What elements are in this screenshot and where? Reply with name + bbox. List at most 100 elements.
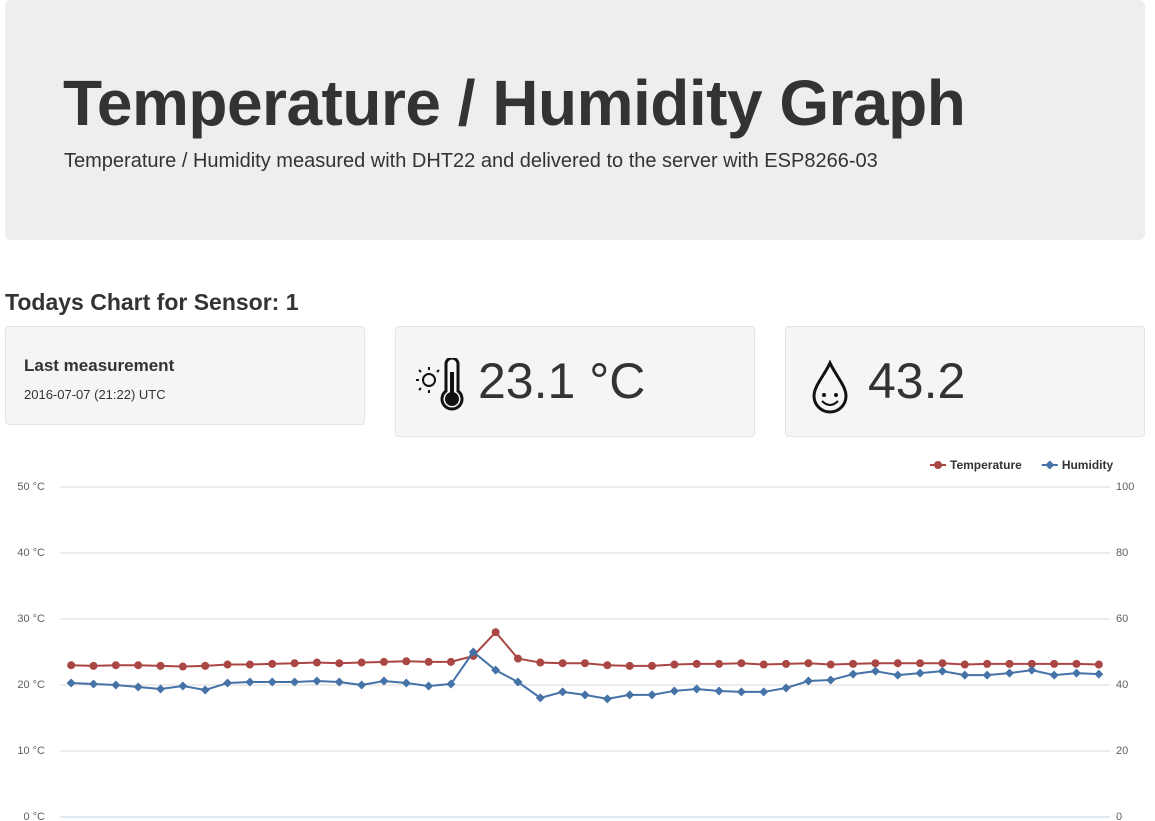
- last-measurement-well: [5, 326, 365, 425]
- data-point: [401, 678, 411, 688]
- data-point: [133, 682, 143, 692]
- data-point: [692, 684, 702, 694]
- data-point: [647, 690, 657, 700]
- humidity-icon: [812, 360, 848, 414]
- data-point: [424, 657, 433, 666]
- data-point: [357, 680, 367, 690]
- data-point: [915, 668, 925, 678]
- data-point: [312, 676, 322, 686]
- data-point: [938, 659, 947, 668]
- data-point: [1027, 659, 1036, 668]
- data-point: [625, 690, 635, 700]
- data-point: [402, 657, 411, 666]
- data-point: [759, 660, 768, 669]
- y2-tick-label: 80: [1116, 547, 1128, 559]
- data-point: [558, 659, 567, 668]
- data-point: [491, 665, 501, 675]
- data-point: [290, 677, 300, 687]
- y2-tick-label: 40: [1116, 679, 1128, 691]
- data-point: [759, 687, 769, 697]
- data-point: [67, 661, 76, 670]
- data-point: [580, 690, 590, 700]
- data-point: [826, 660, 835, 669]
- legend-label: Temperature: [950, 458, 1022, 472]
- data-point: [178, 681, 188, 691]
- data-point: [871, 659, 880, 668]
- data-point: [581, 659, 589, 668]
- data-point: [1071, 668, 1081, 678]
- data-point: [826, 675, 836, 685]
- data-point: [849, 659, 858, 668]
- data-point: [357, 658, 366, 667]
- legend-swatch-marker: [1045, 460, 1055, 470]
- data-point: [669, 686, 679, 696]
- data-point: [1027, 665, 1037, 675]
- data-point: [1004, 668, 1014, 678]
- data-point: [982, 670, 992, 680]
- data-point: [156, 661, 165, 670]
- data-point: [1094, 660, 1103, 669]
- data-point: [692, 659, 701, 668]
- chart: 0 °C 10 °C 20 °C 30 °C 40 °C 50 °C 0 20 40 60 80 10…: [17, 458, 1134, 821]
- data-point: [893, 670, 903, 680]
- data-point: [1050, 659, 1059, 668]
- data-point: [201, 661, 210, 670]
- data-point: [66, 678, 76, 688]
- data-point: [937, 666, 947, 676]
- page-title: Temperature / Humidity Graph: [63, 67, 966, 139]
- data-point: [870, 666, 880, 676]
- last-measurement-label: Last measurement: [24, 356, 175, 375]
- data-point: [245, 677, 255, 687]
- data-point: [223, 678, 233, 688]
- data-point: [558, 687, 568, 697]
- data-point: [803, 676, 813, 686]
- data-point: [446, 657, 455, 666]
- legend-label: Humidity: [1062, 458, 1114, 472]
- data-point: [536, 658, 545, 667]
- data-point: [223, 660, 232, 669]
- data-point: [893, 659, 902, 668]
- data-point: [648, 661, 657, 670]
- data-point: [89, 661, 98, 670]
- y-tick-label: 20 °C: [17, 679, 45, 691]
- temperature-well: [395, 326, 755, 437]
- jumbotron: [5, 0, 1145, 240]
- y-tick-label: 10 °C: [17, 745, 45, 757]
- data-point: [960, 660, 969, 669]
- data-point: [491, 628, 500, 637]
- y-tick-label: 50 °C: [17, 481, 45, 493]
- data-point: [178, 662, 187, 671]
- data-point: [602, 694, 612, 704]
- y-tick-label: 30 °C: [17, 613, 45, 625]
- data-point: [736, 687, 746, 697]
- data-point: [782, 659, 791, 668]
- data-point: [960, 670, 970, 680]
- data-point: [245, 660, 254, 669]
- humidity-value: 43.2: [868, 353, 966, 409]
- data-point: [267, 677, 277, 687]
- data-point: [916, 659, 925, 668]
- data-point: [737, 659, 746, 668]
- data-point: [312, 658, 321, 667]
- data-point: [334, 677, 344, 687]
- page-subtitle: Temperature / Humidity measured with DHT…: [64, 150, 878, 172]
- y-tick-label: 40 °C: [17, 547, 45, 559]
- y2-tick-label: 20: [1116, 745, 1128, 757]
- data-point: [1005, 659, 1014, 668]
- data-point: [89, 679, 99, 689]
- data-point: [781, 683, 791, 693]
- legend-swatch-marker: [934, 461, 942, 469]
- data-point: [156, 684, 166, 694]
- data-point: [335, 659, 344, 668]
- data-point: [670, 660, 679, 669]
- y2-tick-label: 100: [1116, 481, 1134, 493]
- data-point: [446, 679, 456, 689]
- data-point: [983, 659, 992, 668]
- data-point: [111, 661, 120, 670]
- data-point: [715, 659, 724, 668]
- data-point: [268, 659, 277, 668]
- data-point: [625, 661, 634, 670]
- data-point: [513, 677, 523, 687]
- data-point: [379, 676, 389, 686]
- data-point: [290, 659, 299, 668]
